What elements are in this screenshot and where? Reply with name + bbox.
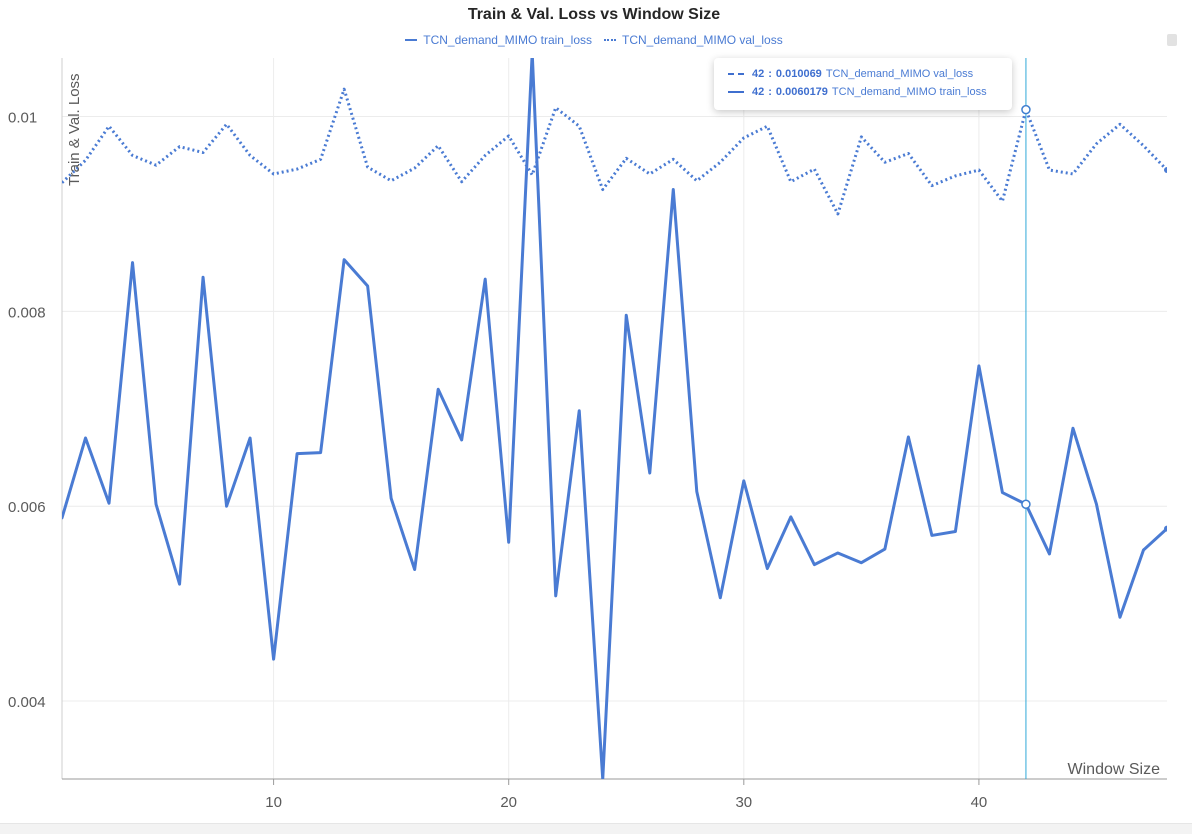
tooltip-row-train-loss: 42: 0.0060179 TCN_demand_MIMO train_loss [728,86,987,98]
tooltip-name-train-loss: TCN_demand_MIMO train_loss [831,86,987,98]
legend-swatch-dashed [604,39,616,41]
series-line-train-loss[interactable] [62,53,1167,779]
y-tick-label: 0.01 [8,109,37,126]
tooltip-swatch-solid [728,91,744,93]
legend-item-train-loss[interactable]: TCN_demand_MIMO train_loss [405,33,592,47]
legend-swatch-solid [405,39,418,41]
x-tick-label: 40 [971,794,988,811]
y-tick-label: 0.008 [8,304,46,321]
legend-item-val-loss[interactable]: TCN_demand_MIMO val_loss [604,33,783,47]
x-tick-label: 10 [265,794,282,811]
y-axis-label: Train & Val. Loss [66,73,83,186]
y-tick-label: 0.004 [8,694,46,711]
legend-label-train-loss: TCN_demand_MIMO train_loss [423,33,592,47]
series-line-val-loss[interactable] [62,87,1167,216]
x-tick-label: 30 [735,794,752,811]
series-layer [62,53,1167,779]
legend-label-val-loss: TCN_demand_MIMO val_loss [622,33,783,47]
series-end-point [1164,525,1167,532]
series-end-point [1164,167,1167,174]
grid-lines [62,58,1167,779]
tooltip-row-val-loss: 42: 0.010069 TCN_demand_MIMO val_loss [728,68,973,80]
hover-point [1021,499,1031,509]
panel-menu-icon[interactable] [1167,34,1177,46]
chart-legend: TCN_demand_MIMO train_loss TCN_demand_MI… [0,33,1188,47]
tooltip-value-val-loss: 0.010069 [775,68,822,80]
axes: 0.004 0.006 0.008 0.01 10 20 30 40 [8,58,1167,811]
bottom-strip [0,823,1192,834]
x-tick-label: 20 [500,794,517,811]
hover-tooltip: 42: 0.010069 TCN_demand_MIMO val_loss 42… [714,58,1012,110]
tooltip-name-val-loss: TCN_demand_MIMO val_loss [825,68,974,80]
y-tick-label: 0.006 [8,499,46,516]
hover-point [1021,104,1031,115]
tooltip-step: 42 [752,86,765,98]
tooltip-swatch-dashed [728,73,744,75]
x-axis-label: Window Size [1068,761,1161,778]
tooltip-value-train-loss: 0.0060179 [775,86,828,98]
hover-layer [1021,58,1031,779]
tooltip-step: 42 [752,68,765,80]
chart-title: Train & Val. Loss vs Window Size [467,6,721,23]
